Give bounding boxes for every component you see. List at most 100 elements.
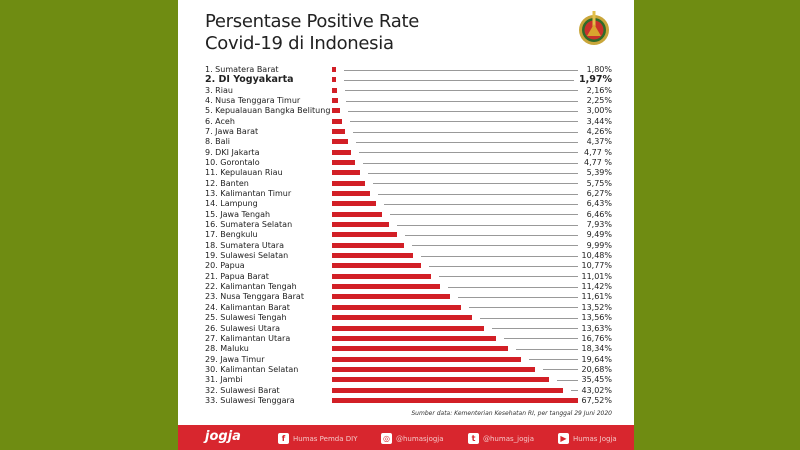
chart-row: 13. Kalimantan Timur 6,27% (178, 189, 634, 199)
chart-row: 18. Sumatera Utara 9,99% (178, 241, 634, 251)
chart-row: 14. Lampung 6,43% (178, 199, 634, 209)
leader-line (344, 79, 574, 81)
value-label: 9,99% (586, 240, 612, 250)
value-label: 67,52% (581, 395, 612, 405)
value-label: 11,42% (581, 282, 612, 292)
instagram-icon: ◎ (381, 433, 392, 444)
leader-line (503, 338, 578, 340)
bar (332, 118, 342, 124)
bar (332, 366, 535, 372)
chart-row: 32. Sulawesi Barat 43,02% (178, 386, 634, 396)
leader-line (372, 183, 578, 185)
jogja-logo: jogja (205, 429, 241, 444)
chart-row: 22. Kalimantan Tengah 11,42% (178, 282, 634, 292)
row-label: 28. Maluku (205, 344, 249, 354)
leader-line (480, 317, 578, 319)
value-label: 5,75% (586, 178, 612, 188)
leader-line (404, 234, 578, 236)
bar (332, 211, 383, 217)
leader-line (352, 131, 578, 133)
row-label: 8. Bali (205, 137, 231, 147)
chart-row: 9. DKI Jakarta 4,77 % (178, 148, 634, 158)
value-label: 2,25% (586, 96, 612, 106)
bar (332, 253, 413, 259)
row-label: 15. Jawa Tengah (205, 209, 271, 219)
row-label: 30. Kalimantan Selatan (205, 364, 299, 374)
bar (332, 191, 371, 197)
bar (332, 335, 496, 341)
leader-line (344, 90, 578, 92)
row-label: 21. Papua Barat (205, 271, 269, 281)
row-label: 10. Gorontalo (205, 158, 260, 168)
value-label: 43,02% (581, 385, 612, 395)
chart-row: 23. Nusa Tenggara Barat 11,61% (178, 292, 634, 302)
chart-row: 21. Papua Barat 11,01% (178, 272, 634, 282)
value-label: 10,48% (581, 251, 612, 261)
source-note: Sumber data: Kementerian Kesehatan RI, p… (411, 410, 612, 417)
row-label: 33. Sulawesi Tenggara (205, 395, 295, 405)
facebook-link[interactable]: f Humas Pemda DIY (278, 433, 357, 444)
chart-row: 31. Jambi 35,45% (178, 375, 634, 385)
row-label: 31. Jambi (205, 375, 243, 385)
value-label: 6,43% (586, 199, 612, 209)
chart-row: 33. Sulawesi Tenggara 67,52% (178, 396, 634, 406)
value-label: 9,49% (586, 230, 612, 240)
bar (332, 377, 549, 383)
row-label: 25. Sulawesi Tengah (205, 313, 287, 323)
bar (332, 242, 405, 248)
bar (332, 170, 360, 176)
row-label: 1. Sumatera Barat (205, 65, 279, 74)
chart-row: 12. Banten 5,75% (178, 179, 634, 189)
bar (332, 304, 462, 310)
leader-line (344, 69, 578, 71)
chart-row: 16. Sumatera Selatan 7,93% (178, 220, 634, 230)
row-label: 6. Aceh (205, 116, 235, 126)
leader-line (542, 369, 578, 371)
row-label: 2. DI Yogyakarta (205, 74, 294, 86)
leader-line (438, 276, 578, 278)
row-label: 27. Kalimantan Utara (205, 333, 291, 343)
youtube-label: Humas Jogja (573, 434, 617, 443)
leader-line (516, 348, 578, 350)
leader-line (491, 328, 578, 329)
chart-row: 3. Riau 2,16% (178, 86, 634, 96)
row-label: 7. Jawa Barat (205, 127, 259, 137)
facebook-icon: f (278, 433, 289, 444)
row-label: 13. Kalimantan Timur (205, 189, 292, 199)
row-label: 4. Nusa Tenggara Timur (205, 96, 301, 106)
bar (332, 346, 509, 352)
value-label: 11,61% (581, 292, 612, 302)
value-label: 11,01% (581, 271, 612, 281)
leader-line (448, 286, 578, 288)
row-label: 16. Sumatera Selatan (205, 220, 293, 230)
chart-row: 5. Kepualauan Bangka Belitung 3,00% (178, 106, 634, 116)
leader-line (349, 121, 578, 123)
row-label: 9. DKI Jakarta (205, 147, 260, 157)
value-label: 4,77 % (584, 147, 612, 157)
leader-line (458, 296, 578, 298)
value-label: 3,44% (586, 116, 612, 126)
twitter-link[interactable]: t @humas_jogja (468, 433, 534, 444)
twitter-label: @humas_jogja (483, 434, 535, 443)
leader-line (469, 307, 578, 309)
youtube-link[interactable]: ▶ Humas Jogja (558, 433, 617, 444)
value-label: 35,45% (581, 375, 612, 385)
value-label: 18,34% (581, 344, 612, 354)
leader-line (571, 390, 578, 392)
bar (332, 201, 376, 207)
bar (332, 263, 422, 269)
leader-line (378, 193, 578, 195)
chart-row: 1. Sumatera Barat 1,80% (178, 65, 634, 75)
bar (332, 397, 578, 403)
chart-row: 6. Aceh 3,44% (178, 117, 634, 127)
value-label: 5,39% (586, 168, 612, 178)
bar (332, 180, 365, 186)
value-label: 2,16% (586, 85, 612, 95)
chart-row: 11. Kepulauan Riau 5,39% (178, 168, 634, 178)
row-label: 29. Jawa Timur (205, 354, 265, 364)
row-label: 17. Bengkulu (205, 230, 258, 240)
value-label: 13,63% (581, 323, 612, 333)
leader-line (347, 110, 578, 112)
title-line-2: Covid-19 di Indonesia (205, 33, 394, 54)
instagram-link[interactable]: ◎ @humasjogja (381, 433, 444, 444)
